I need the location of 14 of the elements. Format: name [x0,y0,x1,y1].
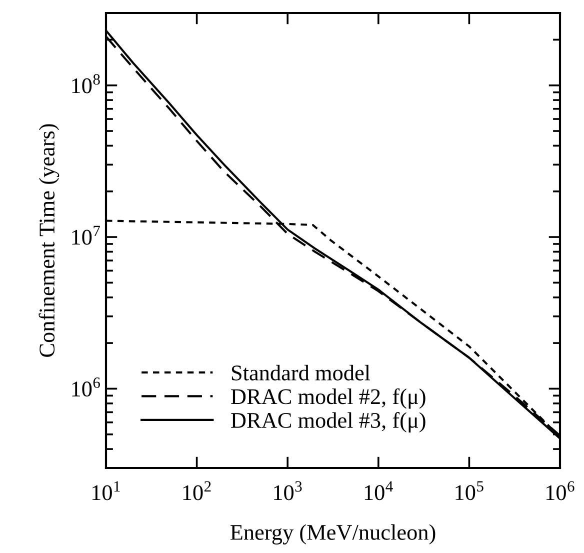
y-axis-title: Confinement Time (years) [38,124,60,357]
x-tick-label: 10$^{1}$ [92,481,120,500]
x-tick-label: 10$^{6}$ [546,481,574,500]
x-tick-label: 10$^{3}$ [274,481,302,500]
legend-label: DRAC model #2, f(μ) [231,388,426,409]
y-tick-label: 10$^{8}$ [72,74,100,94]
y-tick-label: 10$^{6}$ [72,378,100,397]
x-tick-label: 10$^{4}$ [364,481,393,500]
y-tick-label: 10$^{7}$ [72,226,100,245]
x-tick-label: 10$^{2}$ [183,481,211,500]
x-tick-label: 10$^{5}$ [456,481,484,500]
legend-label: Standard model [232,364,370,380]
x-axis-title: Energy (MeV/nucleon) [230,524,436,544]
legend-label: DRAC model #3, f(μ) [231,412,426,432]
